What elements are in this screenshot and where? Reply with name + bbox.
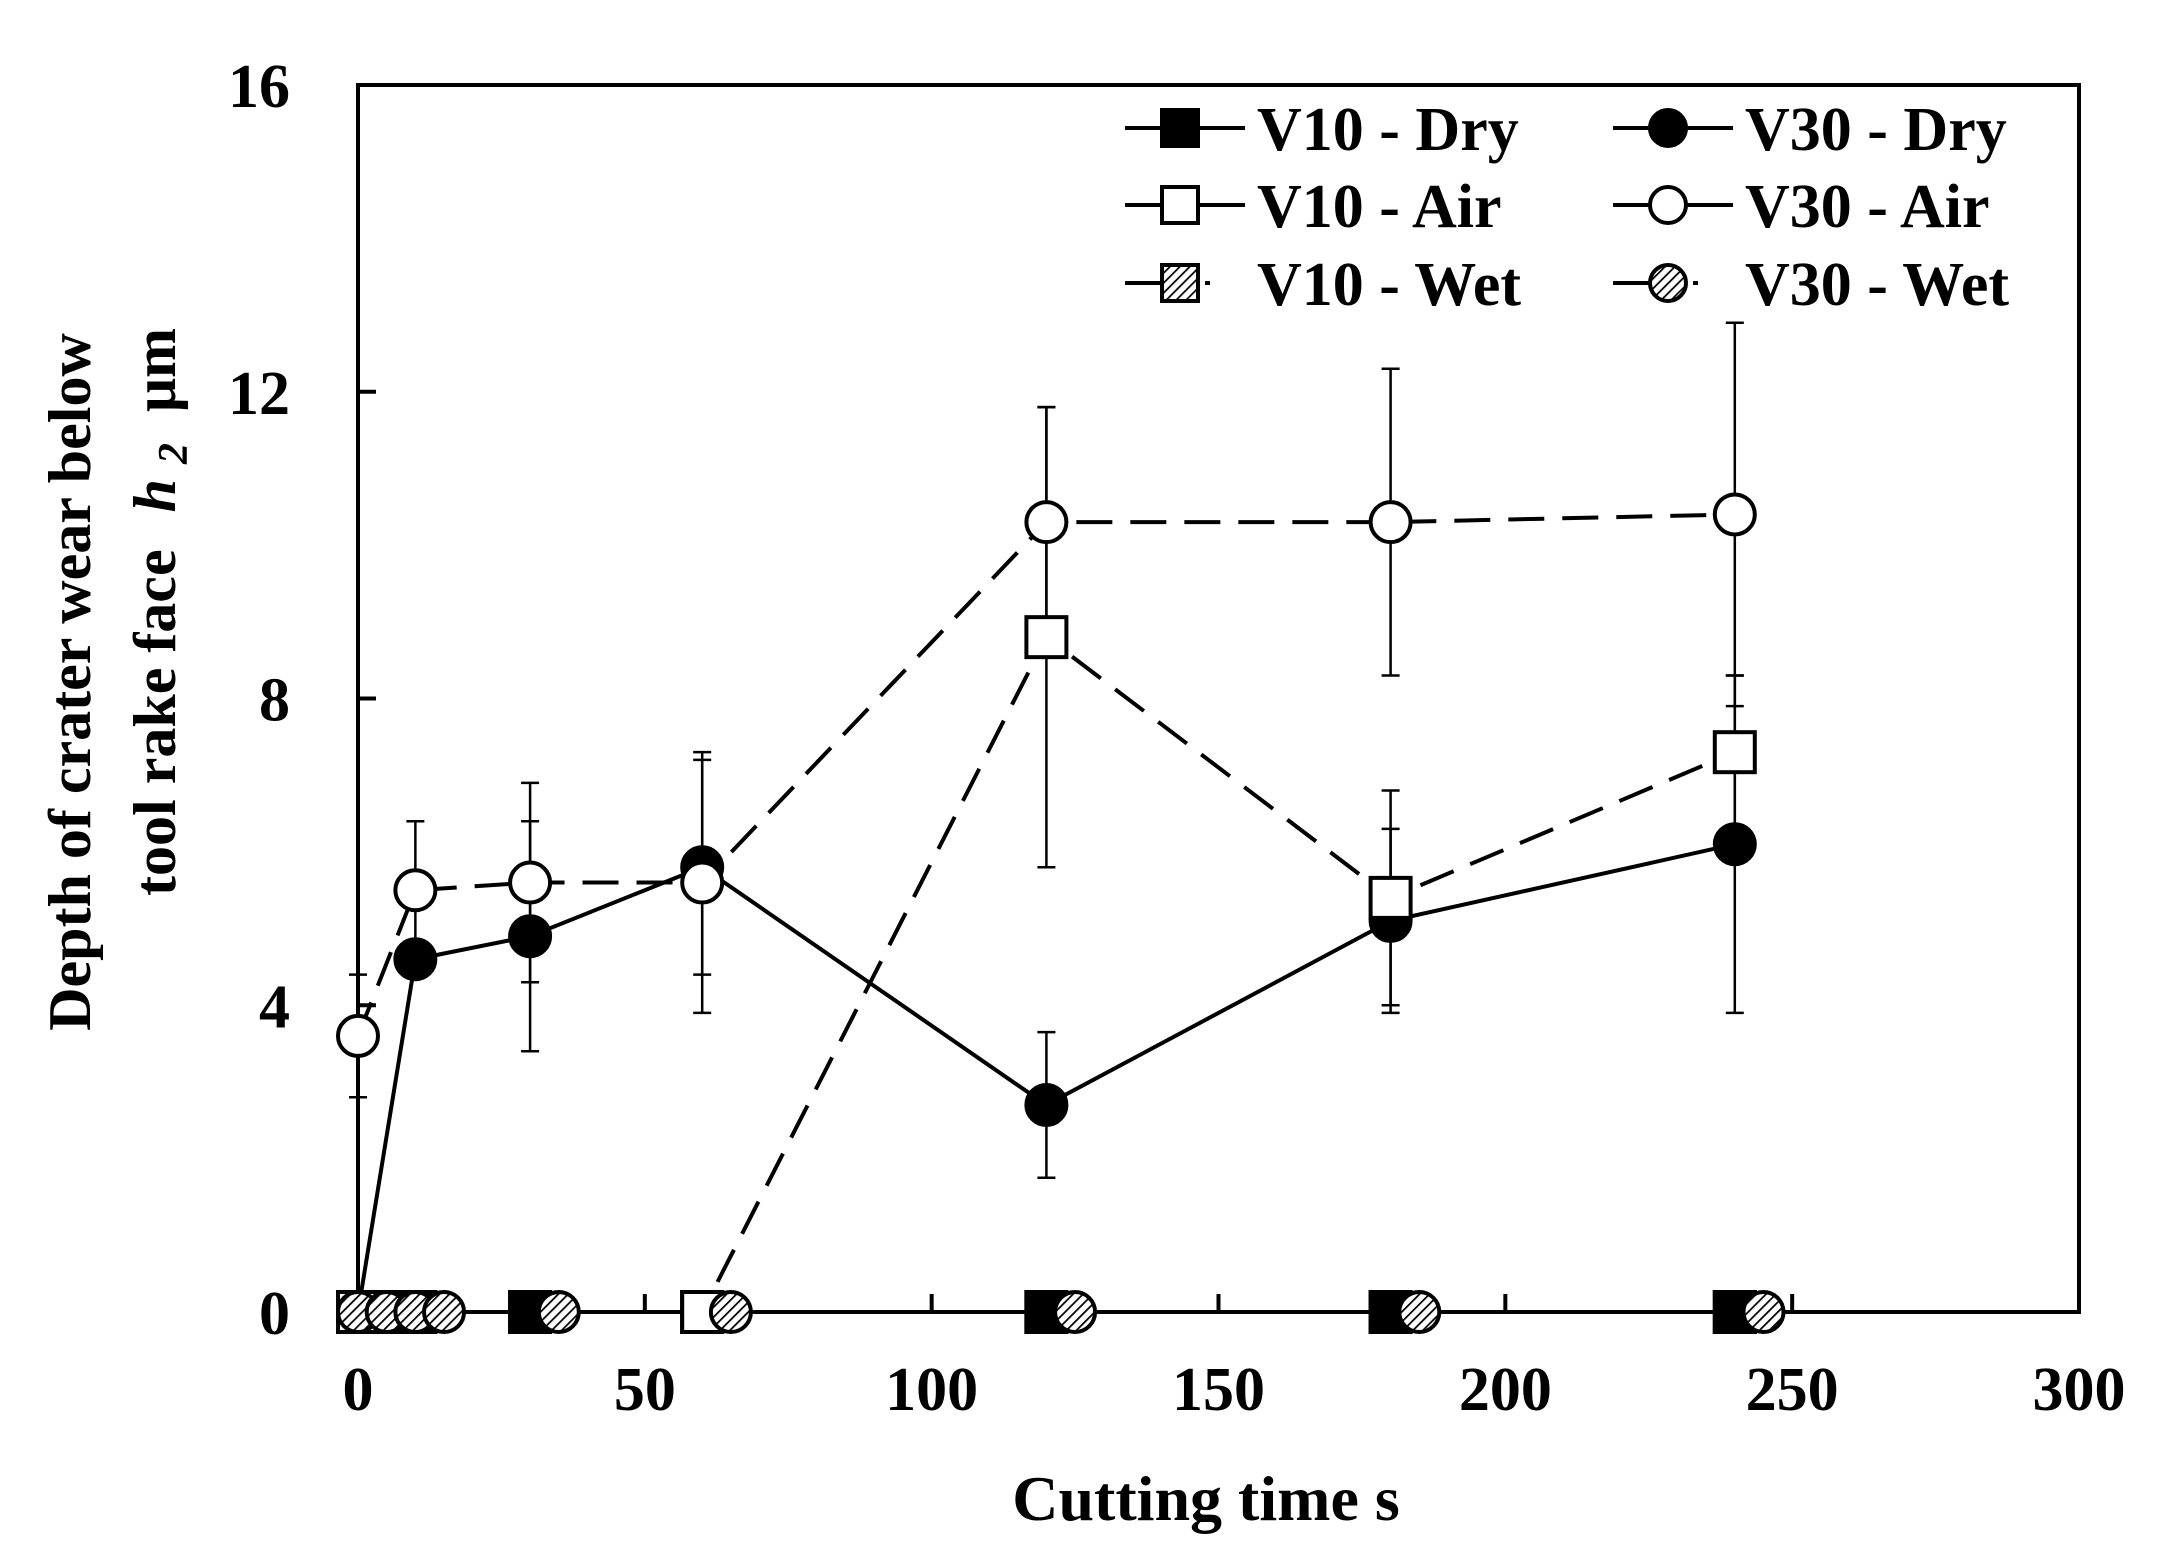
legend-marker-v10-dry [1160, 108, 1200, 148]
v10-air-point [1024, 615, 1069, 660]
v30-air-point [1024, 500, 1069, 545]
legend-marker-v30-air [1648, 185, 1688, 225]
axis-ticks: 0 50 100 150 200 250 300 0 4 8 12 16 [228, 53, 2126, 1424]
x-tick-label: 100 [885, 1356, 978, 1424]
v30-wet-point [1053, 1290, 1098, 1334]
y-tick-label: 4 [259, 973, 290, 1041]
legend-item-v30-air: V30 - Air [1613, 173, 1990, 241]
x-tick-label: 150 [1172, 1356, 1265, 1424]
x-tick-label: 50 [614, 1356, 676, 1424]
v30-dry-point [393, 937, 438, 982]
v30-air-point [393, 868, 438, 913]
v30-air-point [1712, 492, 1757, 537]
v30-wet-point [536, 1290, 581, 1334]
x-tick-label: 300 [2033, 1356, 2126, 1424]
legend: V10 - Dry V30 - Dry V10 - Air V30 - Air V10 … [1125, 96, 2009, 319]
y-tick-label: 0 [259, 1280, 290, 1348]
v30-air-point [336, 1013, 380, 1058]
v30-dry-point [1024, 1082, 1069, 1127]
y-tick-label: 8 [259, 667, 290, 735]
svg-text:tool rake face h 2: tool rake face h 2 μm [122, 328, 200, 896]
y-axis-title-unit: μm [122, 328, 188, 412]
legend-label-v30-dry: V30 - Dry [1745, 96, 2007, 164]
v30-dry-point [508, 914, 553, 959]
legend-item-v30-dry: V30 - Dry [1613, 96, 2007, 164]
v30-wet-point [1397, 1290, 1442, 1334]
legend-item-v10-air: V10 - Air [1125, 173, 1502, 241]
x-tick-label: 0 [343, 1356, 374, 1424]
v30-wet-point [708, 1290, 753, 1334]
v30-wet-point [422, 1290, 467, 1334]
v10-air-point [1712, 730, 1757, 775]
y-axis-title-line-2: tool rake face [122, 549, 188, 896]
y-tick-label: 16 [228, 53, 290, 121]
x-axis-title: Cutting time s [1012, 1463, 1400, 1534]
v30-air-point [680, 860, 725, 905]
legend-label-v10-air: V10 - Air [1257, 173, 1502, 241]
y-axis-title-2: tool rake face h 2 μm [122, 328, 200, 896]
legend-label-v30-air: V30 - Air [1745, 173, 1990, 241]
error-bars [349, 321, 1744, 1180]
legend-marker-v30-dry [1648, 108, 1688, 148]
legend-marker-v30-wet [1648, 263, 1688, 303]
y-tick-label: 12 [228, 360, 290, 428]
legend-label-v10-wet: V10 - Wet [1257, 251, 1521, 319]
v30-dry-point [1712, 822, 1757, 867]
y-axis-title-variable: h [122, 479, 188, 512]
legend-label-v10-dry: V10 - Dry [1257, 96, 1519, 164]
legend-item-v10-wet: V10 - Wet [1125, 251, 1521, 319]
legend-label-v30-wet: V30 - Wet [1745, 251, 2009, 319]
legend-item-v10-dry: V10 - Dry [1125, 96, 1519, 164]
legend-marker-v10-wet [1160, 263, 1200, 303]
series-markers [336, 492, 1786, 1334]
v30-air-point [1368, 500, 1413, 545]
legend-marker-v10-air [1160, 185, 1200, 225]
v10-air-point [1368, 875, 1413, 920]
v30-air-point [508, 860, 553, 905]
y-axis-title-line-1: Depth of crater wear below [37, 333, 103, 1031]
v30-wet-point [1741, 1290, 1786, 1334]
x-tick-label: 200 [1459, 1356, 1552, 1424]
x-tick-label: 250 [1746, 1356, 1839, 1424]
legend-item-v30-wet: V30 - Wet [1613, 251, 2009, 319]
y-axis-title: Depth of crater wear below [37, 333, 103, 1031]
y-axis-title-subscript: 2 [151, 443, 197, 465]
